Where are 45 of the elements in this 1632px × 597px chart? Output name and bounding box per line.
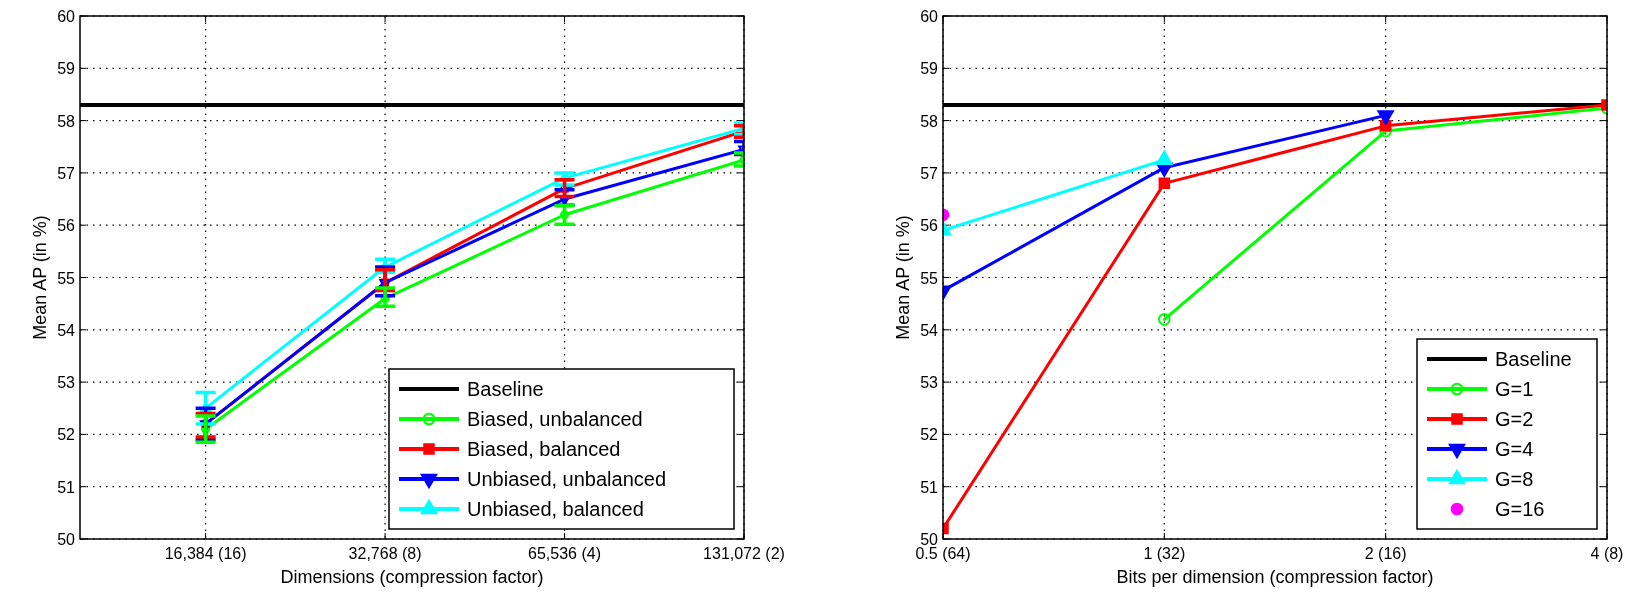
y-tick-label: 51 <box>920 478 939 496</box>
y-tick-label: 52 <box>57 426 76 444</box>
y-tick-label: 57 <box>57 164 76 182</box>
y-tick-label: 57 <box>920 164 939 182</box>
y-tick-label: 56 <box>920 217 939 235</box>
x-tick-label: 2 (16) <box>1364 545 1407 562</box>
y-tick-label: 55 <box>57 269 76 287</box>
legend-label: G=16 <box>1495 498 1545 520</box>
y-tick-label: 56 <box>57 217 76 235</box>
y-tick-label: 53 <box>57 374 76 392</box>
legend-label: G=8 <box>1495 468 1534 490</box>
x-axis-title: Dimensions (compression factor) <box>280 567 544 587</box>
y-tick-label: 50 <box>57 531 76 548</box>
legend-label: G=4 <box>1495 438 1534 460</box>
y-tick-label: 52 <box>920 426 939 444</box>
x-tick-label: 131,072 (2) <box>703 545 785 562</box>
y-tick-label: 50 <box>920 531 939 548</box>
legend-label: G=2 <box>1495 408 1534 430</box>
y-tick-label: 53 <box>920 374 939 392</box>
x-tick-label: 65,536 (4) <box>528 545 602 562</box>
x-tick-label: 0.5 (64) <box>915 545 971 562</box>
y-tick-label: 59 <box>57 60 76 78</box>
x-tick-label: 1 (32) <box>1143 545 1186 562</box>
y-tick-label: 54 <box>920 321 939 339</box>
legend-label: Baseline <box>467 378 544 400</box>
y-tick-label: 60 <box>920 8 939 25</box>
legend-label: Unbiased, balanced <box>467 498 644 520</box>
y-tick-label: 51 <box>57 478 76 496</box>
y-tick-label: 58 <box>57 112 76 130</box>
y-axis-title: Mean AP (in %) <box>893 215 913 340</box>
y-tick-label: 59 <box>920 60 939 78</box>
legend-label: Biased, balanced <box>467 438 621 460</box>
y-axis-title: Mean AP (in %) <box>30 215 50 340</box>
legend-label: Baseline <box>1495 348 1572 370</box>
y-tick-label: 58 <box>920 112 939 130</box>
y-tick-label: 55 <box>920 269 939 287</box>
y-tick-label: 54 <box>57 321 76 339</box>
legend-label: Unbiased, unbalanced <box>467 468 667 490</box>
legend-label: Biased, unbalanced <box>467 408 643 430</box>
x-axis-title: Bits per dimension (compression factor) <box>1116 567 1434 587</box>
x-tick-label: 16,384 (16) <box>164 545 247 562</box>
x-tick-label: 4 (8) <box>1590 545 1624 562</box>
legend-label: G=1 <box>1495 378 1534 400</box>
y-tick-label: 60 <box>57 8 76 25</box>
x-tick-label: 32,768 (8) <box>348 545 422 562</box>
